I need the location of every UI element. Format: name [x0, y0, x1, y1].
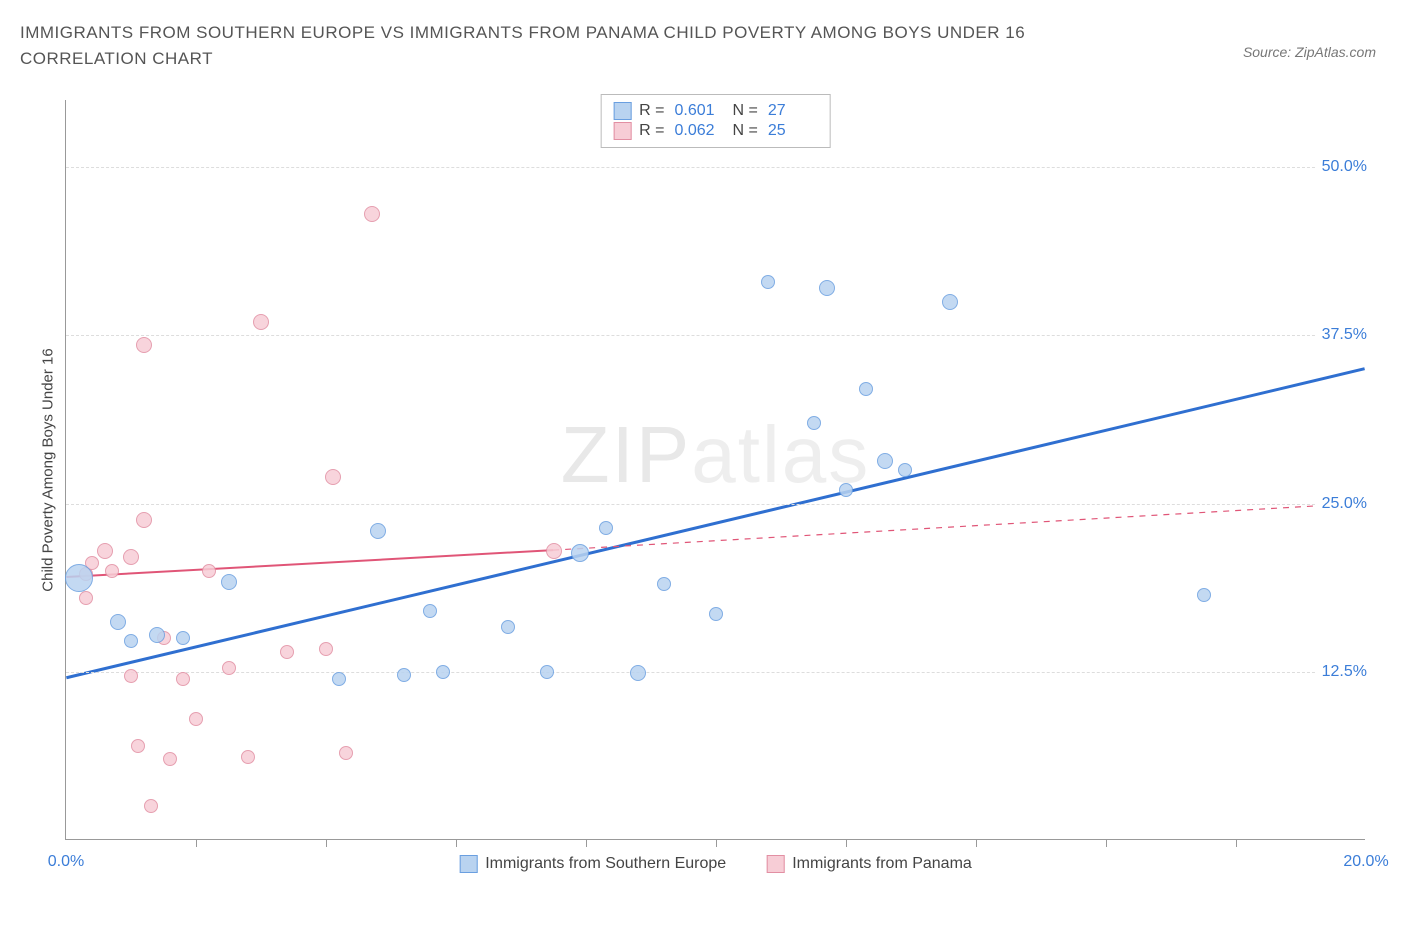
y-tick-label: 12.5% [1316, 663, 1367, 681]
source-attribution: Source: ZipAtlas.com [1243, 44, 1376, 60]
x-minor-tick [1106, 839, 1107, 847]
legend-swatch-1 [613, 102, 631, 120]
scatter-point-panama [364, 206, 380, 222]
gridline [66, 504, 1365, 505]
scatter-point-panama [163, 752, 177, 766]
trend-line [66, 550, 553, 577]
scatter-point-southern_europe [898, 463, 912, 477]
scatter-point-panama [241, 750, 255, 764]
scatter-point-southern_europe [423, 604, 437, 618]
scatter-point-southern_europe [540, 665, 554, 679]
scatter-point-southern_europe [1197, 588, 1211, 602]
scatter-point-southern_europe [807, 416, 821, 430]
scatter-point-southern_europe [149, 627, 165, 643]
trend-line [66, 369, 1364, 678]
scatter-point-panama [176, 672, 190, 686]
x-tick-label: 20.0% [1343, 853, 1388, 871]
scatter-point-southern_europe [761, 275, 775, 289]
gridline [66, 335, 1365, 336]
stat-r-label: R = [639, 102, 664, 120]
scatter-point-panama [123, 549, 139, 565]
scatter-point-panama [144, 799, 158, 813]
legend-item-2: Immigrants from Panama [766, 855, 972, 873]
scatter-point-panama [189, 712, 203, 726]
scatter-point-southern_europe [877, 453, 893, 469]
scatter-point-panama [136, 337, 152, 353]
legend-swatch-1b [459, 855, 477, 873]
y-tick-label: 50.0% [1316, 158, 1367, 176]
x-tick-label: 0.0% [48, 853, 84, 871]
legend-label-2: Immigrants from Panama [792, 855, 972, 873]
stat-n-label: N = [733, 102, 758, 120]
scatter-point-southern_europe [110, 614, 126, 630]
scatter-point-southern_europe [65, 564, 93, 592]
legend-series: Immigrants from Southern Europe Immigran… [459, 855, 972, 873]
svg-layer [66, 100, 1365, 839]
legend-swatch-2 [613, 122, 631, 140]
scatter-point-southern_europe [176, 631, 190, 645]
stat-r-label: R = [639, 122, 664, 140]
scatter-point-panama [97, 543, 113, 559]
x-minor-tick [716, 839, 717, 847]
x-minor-tick [976, 839, 977, 847]
y-axis-label: Child Poverty Among Boys Under 16 [40, 348, 57, 591]
scatter-point-panama [546, 543, 562, 559]
scatter-point-southern_europe [630, 665, 646, 681]
x-minor-tick [326, 839, 327, 847]
scatter-point-panama [202, 564, 216, 578]
scatter-point-southern_europe [942, 294, 958, 310]
scatter-point-panama [222, 661, 236, 675]
legend-swatch-2b [766, 855, 784, 873]
x-minor-tick [1236, 839, 1237, 847]
scatter-point-southern_europe [571, 544, 589, 562]
chart-container: IMMIGRANTS FROM SOUTHERN EUROPE VS IMMIG… [20, 20, 1386, 910]
scatter-point-southern_europe [501, 620, 515, 634]
watermark: ZIPatlas [561, 409, 870, 501]
legend-label-1: Immigrants from Southern Europe [485, 855, 726, 873]
gridline [66, 167, 1365, 168]
scatter-point-panama [319, 642, 333, 656]
scatter-point-southern_europe [436, 665, 450, 679]
trend-line [553, 503, 1364, 550]
scatter-point-panama [79, 591, 93, 605]
legend-stats-row-2: R = 0.062 N = 25 [613, 122, 818, 140]
scatter-point-southern_europe [221, 574, 237, 590]
scatter-point-southern_europe [332, 672, 346, 686]
gridline [66, 672, 1365, 673]
x-minor-tick [846, 839, 847, 847]
scatter-point-southern_europe [859, 382, 873, 396]
legend-stats: R = 0.601 N = 27 R = 0.062 N = 25 [600, 94, 831, 148]
chart-title: IMMIGRANTS FROM SOUTHERN EUROPE VS IMMIG… [20, 20, 1120, 71]
x-minor-tick [456, 839, 457, 847]
scatter-point-panama [105, 564, 119, 578]
scatter-point-panama [339, 746, 353, 760]
stat-r-value-1: 0.601 [675, 102, 725, 120]
scatter-point-southern_europe [599, 521, 613, 535]
scatter-point-southern_europe [819, 280, 835, 296]
scatter-point-southern_europe [370, 523, 386, 539]
legend-stats-row-1: R = 0.601 N = 27 [613, 102, 818, 120]
legend-item-1: Immigrants from Southern Europe [459, 855, 726, 873]
scatter-point-southern_europe [839, 483, 853, 497]
scatter-point-panama [325, 469, 341, 485]
scatter-point-panama [280, 645, 294, 659]
stat-n-value-1: 27 [768, 102, 818, 120]
stat-r-value-2: 0.062 [675, 122, 725, 140]
y-tick-label: 25.0% [1316, 495, 1367, 513]
stat-n-label: N = [733, 122, 758, 140]
scatter-point-southern_europe [709, 607, 723, 621]
x-minor-tick [586, 839, 587, 847]
scatter-point-panama [253, 314, 269, 330]
x-minor-tick [196, 839, 197, 847]
scatter-point-panama [131, 739, 145, 753]
plot-area: Child Poverty Among Boys Under 16 ZIPatl… [65, 100, 1365, 840]
scatter-point-southern_europe [124, 634, 138, 648]
scatter-point-panama [124, 669, 138, 683]
scatter-point-southern_europe [397, 668, 411, 682]
y-tick-label: 37.5% [1316, 326, 1367, 344]
scatter-point-panama [136, 512, 152, 528]
scatter-point-southern_europe [657, 577, 671, 591]
stat-n-value-2: 25 [768, 122, 818, 140]
watermark-bold: ZIP [561, 410, 691, 499]
